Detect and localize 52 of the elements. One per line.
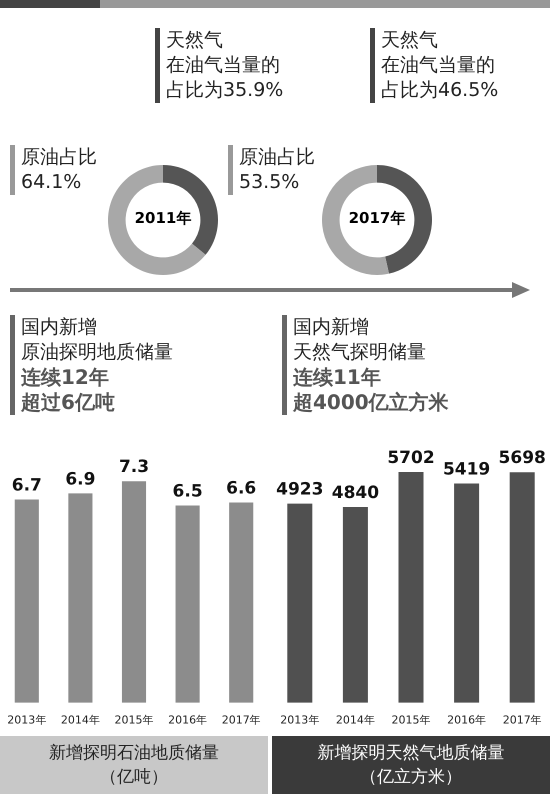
bar — [454, 484, 480, 703]
data-label: 6.6 — [226, 478, 256, 498]
text: 原油占比 — [239, 145, 315, 170]
text: 占比为35.9% — [166, 78, 284, 103]
x-tick-label: 2017年 — [222, 713, 261, 726]
text: 64.1% — [21, 170, 82, 195]
text: 占比为46.5% — [381, 78, 498, 103]
text: 超过6亿吨 — [21, 390, 116, 415]
x-tick-label: 2017年 — [502, 713, 542, 726]
data-label: 6.7 — [12, 475, 42, 496]
text: 新增探明石油地质储量（亿吨） — [48, 742, 220, 789]
bar — [510, 472, 535, 703]
bar — [287, 504, 312, 703]
text: 原油探明地质储量 — [21, 340, 173, 365]
text: 超4000亿立方米 — [293, 390, 449, 415]
text: 国内新增 — [293, 315, 370, 340]
text: 天然气 — [166, 28, 224, 53]
text: 天然气 — [381, 28, 439, 53]
text: 2011年 — [134, 209, 192, 228]
text: 53.5% — [239, 170, 300, 195]
data-label: 4840 — [332, 482, 380, 503]
text: 连续12年 — [21, 365, 110, 390]
text: 原油占比 — [21, 145, 97, 170]
text: 连续11年 — [293, 365, 382, 390]
bar — [122, 481, 146, 703]
bar — [342, 506, 368, 703]
bar — [398, 472, 424, 703]
text: 2017年 — [348, 209, 406, 228]
x-tick-label: 2013年 — [7, 713, 46, 726]
text: 天然气探明储量 — [293, 340, 427, 365]
data-label: 6.5 — [172, 481, 203, 502]
data-label: 5698 — [498, 448, 546, 468]
text: 在油气当量的 — [166, 53, 281, 78]
data-label: 4923 — [276, 480, 324, 500]
bar — [229, 502, 254, 703]
x-tick-label: 2015年 — [392, 713, 430, 726]
bar — [68, 493, 92, 703]
x-tick-label: 2016年 — [168, 713, 208, 726]
data-label: 5702 — [387, 448, 435, 468]
bar — [14, 499, 39, 703]
x-tick-label: 2015年 — [114, 713, 154, 726]
x-tick-label: 2016年 — [447, 713, 486, 726]
text: 国内新增 — [21, 315, 98, 340]
data-label: 6.9 — [65, 469, 96, 490]
x-tick-label: 2014年 — [60, 713, 100, 726]
text: 在油气当量的 — [381, 53, 496, 78]
x-tick-label: 2013年 — [280, 713, 320, 726]
data-label: 5419 — [442, 459, 490, 480]
x-tick-label: 2014年 — [336, 713, 375, 726]
text: 新增探明天然气地质储量（亿立方米） — [316, 742, 506, 789]
bar — [176, 506, 200, 703]
data-label: 7.3 — [118, 457, 150, 478]
